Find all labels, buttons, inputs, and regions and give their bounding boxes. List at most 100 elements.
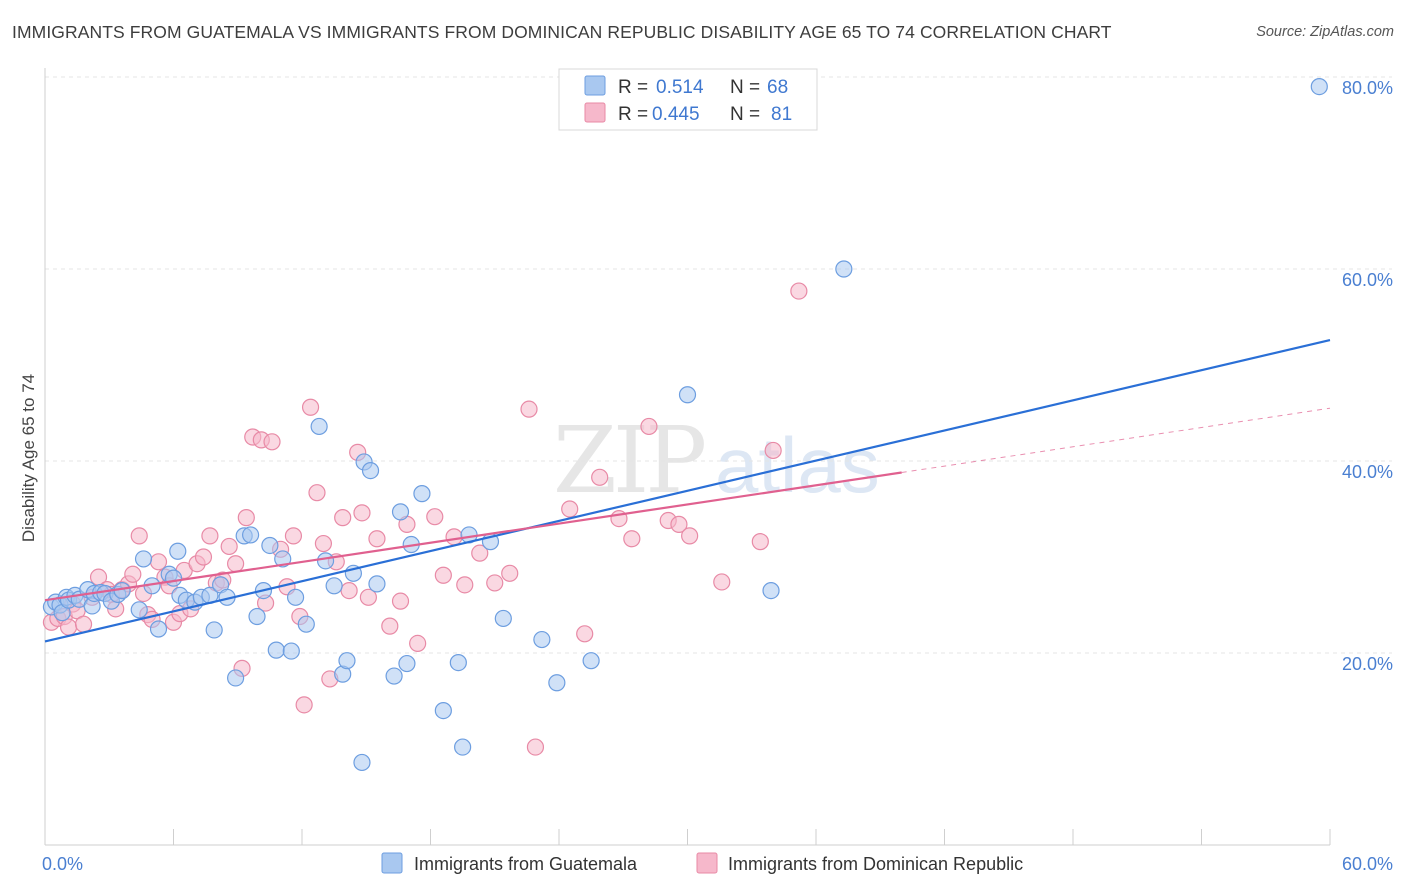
data-point-dominican: [308, 484, 326, 502]
data-point-guatemala: [164, 569, 183, 587]
bottom-legend-label-dominican: Immigrants from Dominican Republic: [728, 854, 1023, 874]
data-point-dominican: [623, 530, 641, 548]
axes: [44, 68, 1331, 846]
legend-swatch-dominican: [584, 102, 606, 123]
y-axis-label: Disability Age 65 to 74: [19, 374, 38, 542]
data-point-dominican: [591, 468, 609, 486]
data-point-dominican: [790, 282, 808, 300]
legend-n-label: N =: [730, 104, 760, 125]
x-tick-label: 0.0%: [42, 854, 83, 874]
data-point-guatemala: [449, 653, 467, 672]
legend-n-label: N =: [730, 77, 760, 98]
y-tick-label: 20.0%: [1342, 654, 1393, 674]
data-point-guatemala: [261, 536, 279, 555]
trend-line-guatemala: [44, 338, 1331, 643]
data-point-dominican: [409, 634, 427, 653]
data-point-dominican: [391, 592, 410, 610]
data-point-dominican: [227, 555, 245, 573]
x-tick-label: 60.0%: [1342, 854, 1393, 874]
data-point-guatemala: [1310, 77, 1328, 96]
data-point-guatemala: [130, 601, 148, 619]
bottom-legend-swatch-guatemala: [381, 852, 403, 874]
data-point-dominican: [526, 738, 545, 756]
data-point-guatemala: [361, 462, 380, 480]
data-point-guatemala: [762, 581, 780, 600]
trend-line-dominican: [44, 471, 902, 602]
series-dominican-points: [42, 282, 808, 756]
data-point-guatemala: [398, 654, 416, 673]
data-point-guatemala: [205, 621, 223, 639]
legend-n-value: 68: [767, 77, 788, 98]
bottom-legend-label-guatemala: Immigrants from Guatemala: [414, 854, 638, 874]
trend-lines: [44, 338, 1331, 643]
data-point-guatemala: [678, 386, 697, 404]
data-point-guatemala: [835, 260, 853, 278]
data-point-guatemala: [227, 669, 245, 687]
data-point-dominican: [713, 573, 731, 591]
data-point-guatemala: [533, 630, 551, 649]
data-point-dominican: [194, 548, 213, 566]
data-point-guatemala: [286, 588, 305, 606]
data-point-dominican: [124, 565, 142, 583]
data-point-guatemala: [267, 641, 285, 659]
data-point-guatemala: [316, 552, 335, 570]
data-point-dominican: [670, 515, 688, 533]
data-point-dominican: [486, 574, 504, 592]
data-point-dominican: [263, 433, 281, 451]
data-point-dominican: [434, 566, 452, 584]
data-point-guatemala: [368, 575, 386, 593]
source-credit: Source: ZipAtlas.com: [1256, 24, 1394, 40]
data-point-dominican: [74, 615, 93, 633]
y-tick-labels: 20.0% 40.0% 60.0% 80.0%: [1342, 78, 1393, 674]
data-point-guatemala: [413, 485, 431, 503]
data-point-guatemala: [274, 550, 292, 568]
data-point-dominican: [640, 417, 658, 436]
data-point-dominican: [561, 500, 579, 518]
legend-r-label: R =: [618, 77, 648, 98]
data-point-guatemala: [582, 652, 600, 670]
data-point-dominican: [340, 581, 358, 600]
data-point-dominican: [764, 441, 782, 460]
data-point-guatemala: [297, 615, 315, 633]
legend-swatch-guatemala: [584, 75, 606, 96]
bottom-legend-swatch-dominican: [696, 852, 718, 874]
data-point-dominican: [314, 534, 333, 553]
legend-r-value: 0.445: [652, 104, 700, 125]
data-point-guatemala: [391, 503, 410, 521]
data-point-guatemala: [338, 652, 356, 670]
data-point-dominican: [471, 544, 489, 562]
data-point-guatemala: [248, 607, 266, 626]
correlation-legend: R = 0.514 N = 68 R = 0.445 N = 81: [558, 68, 818, 131]
data-point-dominican: [301, 398, 320, 416]
data-point-dominican: [353, 504, 371, 522]
data-point-dominican: [751, 533, 769, 551]
data-point-dominican: [381, 617, 399, 635]
legend-n-value: 81: [771, 104, 792, 125]
chart-title: IMMIGRANTS FROM GUATEMALA VS IMMIGRANTS …: [12, 22, 1112, 42]
data-point-guatemala: [169, 542, 187, 560]
data-point-dominican: [201, 527, 219, 545]
data-point-guatemala: [385, 667, 403, 685]
data-point-dominican: [59, 618, 78, 636]
data-point-dominican: [456, 576, 474, 594]
y-tick-label: 80.0%: [1342, 78, 1393, 98]
y-tick-label: 40.0%: [1342, 462, 1393, 482]
data-point-dominican: [284, 527, 303, 545]
series-legend: Immigrants from Guatemala Immigrants fro…: [381, 852, 1023, 874]
data-point-dominican: [130, 527, 148, 545]
grid-lines: [45, 76, 1392, 654]
data-point-guatemala: [454, 738, 472, 756]
data-point-guatemala: [548, 674, 566, 692]
x-tick-labels: 0.0% 60.0%: [42, 854, 1393, 874]
data-point-dominican: [368, 530, 386, 548]
data-point-dominican: [237, 509, 255, 527]
data-point-dominican: [445, 528, 463, 546]
data-point-guatemala: [282, 642, 300, 660]
data-point-guatemala: [434, 701, 452, 720]
legend-r-value: 0.514: [656, 77, 704, 98]
data-point-guatemala: [325, 577, 343, 595]
data-point-guatemala: [353, 753, 371, 772]
data-point-dominican: [681, 527, 699, 545]
data-point-guatemala: [149, 620, 168, 638]
data-point-dominican: [359, 588, 377, 606]
